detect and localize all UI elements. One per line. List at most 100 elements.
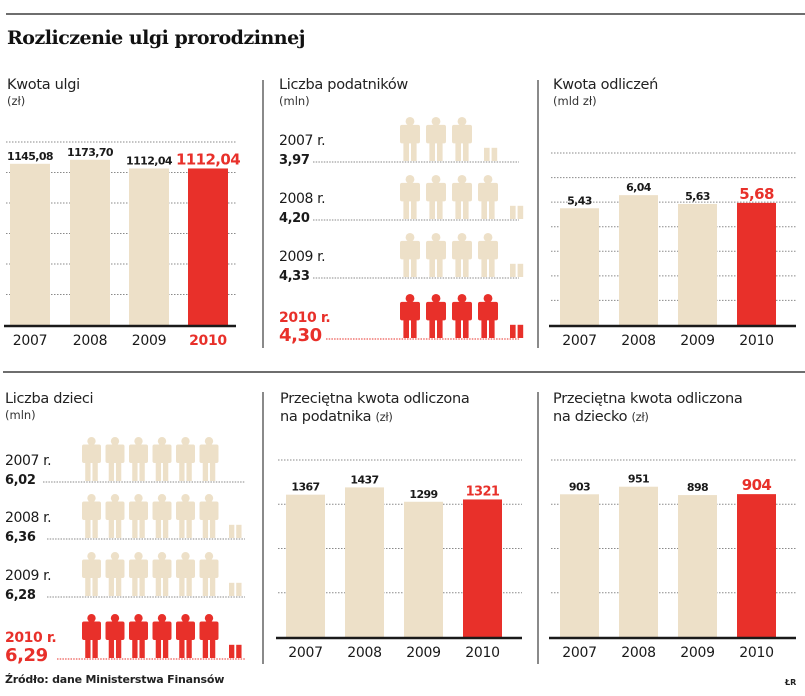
row-divider: [3, 371, 805, 373]
person-icon: [105, 552, 125, 596]
person-icon: [82, 494, 101, 538]
person-icon: [199, 437, 219, 481]
x-tick-label: 2008: [73, 333, 107, 349]
person-icon: [478, 233, 498, 277]
person-icon: [82, 437, 101, 481]
person-icon: [400, 233, 420, 277]
person-leg: [85, 462, 91, 481]
x-tick-label: 2007: [562, 333, 596, 349]
data-label: 1299: [409, 488, 437, 501]
bar-chart-kwota_ulgi: 1145,08 2007 1173,70 2008 1112,04 2009 1112,04…: [4, 141, 241, 349]
person-leg: [155, 462, 162, 481]
person-leg: [517, 205, 524, 219]
person-icon: [199, 552, 219, 596]
bar-2007: [286, 494, 325, 637]
person-leg: [115, 462, 122, 481]
person-leg: [437, 200, 443, 219]
person-head: [431, 233, 441, 242]
person-leg: [132, 639, 138, 658]
person-icon: [82, 552, 101, 596]
panel-heading-liczba-podatnikow: Liczba podatników (mln): [279, 76, 408, 108]
person-leg: [186, 462, 192, 481]
bar-2007: [560, 494, 599, 637]
person-icon: [176, 437, 195, 481]
panel-title: Liczba podatników: [279, 77, 408, 93]
person-head: [181, 614, 190, 623]
person-icon: [452, 117, 472, 161]
person-head: [87, 437, 96, 446]
person-leg: [162, 519, 169, 538]
panel-heading-kwota-na-podatnika: Przeciętna kwota odliczona na podatnika …: [280, 390, 470, 426]
person-head: [157, 614, 167, 623]
data-label: 5,63: [685, 190, 710, 203]
person-body: [152, 621, 172, 641]
person-body: [105, 444, 125, 464]
person-body: [426, 301, 446, 321]
person-icon: [426, 175, 446, 219]
person-body: [82, 621, 101, 641]
person-head: [134, 437, 143, 446]
bar-2010: [737, 202, 776, 325]
person-icon: [152, 437, 172, 481]
value-label: 6,36: [5, 530, 36, 545]
pictogram-row: 2010 r.6,29: [5, 614, 245, 666]
data-label: 903: [569, 480, 590, 493]
value-label: 6,28: [5, 588, 36, 603]
year-label: 2007 r.: [279, 133, 325, 149]
person-leg: [115, 577, 122, 596]
pictogram-row: 2008 r. 6,36: [5, 494, 245, 545]
person-body: [105, 621, 125, 641]
person-leg: [437, 258, 443, 277]
person-leg: [489, 319, 495, 338]
person-leg: [186, 519, 192, 538]
x-tick-label: 2010: [739, 645, 773, 661]
person-leg: [92, 577, 98, 596]
panel-divider: [262, 80, 264, 348]
year-label: 2007 r.: [5, 453, 51, 469]
panel-divider: [537, 392, 539, 664]
person-icon: [176, 614, 195, 658]
x-tick-label: 2007: [13, 333, 47, 349]
data-label: 1321: [466, 484, 500, 499]
person-leg: [85, 639, 91, 658]
person-leg: [155, 639, 162, 658]
person-leg: [411, 200, 417, 219]
person-leg: [489, 258, 495, 277]
person-leg: [481, 200, 487, 219]
person-leg: [155, 519, 162, 538]
partial-person-icon: [229, 644, 242, 658]
person-icon: [176, 494, 195, 538]
author-initials: ŁR: [785, 678, 797, 687]
person-leg: [85, 519, 91, 538]
person-icon: [400, 294, 420, 338]
panel-heading-kwota-na-dziecko: Przeciętna kwota odliczona na dziecko (z…: [553, 390, 743, 426]
person-leg: [403, 142, 409, 161]
pictogram-row: 2007 r. 3,97: [279, 117, 519, 168]
person-head: [157, 437, 167, 446]
person-icon: [199, 494, 219, 538]
person-icon: [426, 233, 446, 277]
person-head: [457, 117, 467, 126]
person-leg: [403, 319, 409, 338]
panel-title: Kwota ulgi: [7, 77, 80, 93]
pictogram-row: 2009 r. 6,28: [5, 552, 245, 603]
value-label: 4,30: [279, 325, 322, 346]
person-icon: [426, 117, 446, 161]
bar-chart-kwota_odliczen: 5,43 2007 6,04 2008 5,63 2009 5,68 2010: [549, 152, 796, 349]
person-leg: [437, 142, 443, 161]
person-body: [105, 501, 125, 521]
x-tick-label: 2009: [680, 645, 714, 661]
person-leg: [429, 200, 435, 219]
bar-2008: [70, 159, 110, 325]
person-head: [431, 175, 441, 184]
person-leg: [491, 147, 498, 161]
person-body: [176, 444, 195, 464]
person-leg: [455, 142, 461, 161]
person-head: [405, 233, 415, 242]
person-leg: [186, 639, 192, 658]
partial-person-icon: [484, 147, 498, 161]
person-body: [452, 124, 472, 144]
person-head: [110, 494, 120, 503]
person-leg: [162, 577, 169, 596]
x-tick-label: 2008: [621, 645, 655, 661]
